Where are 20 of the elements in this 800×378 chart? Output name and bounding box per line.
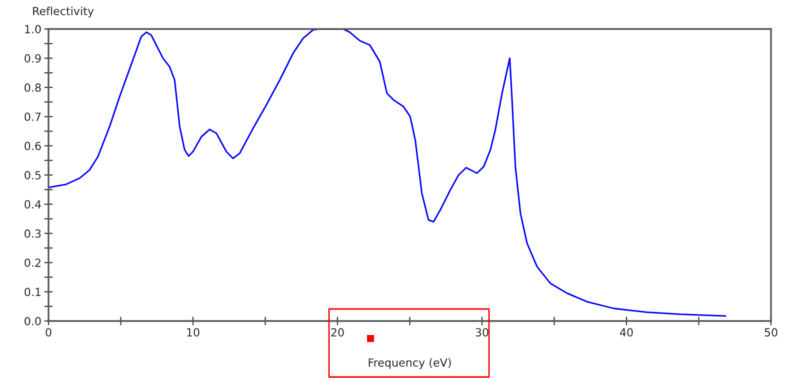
y-tick-label: 0.4 [24, 200, 41, 209]
x-tick-label: 50 [764, 328, 778, 337]
x-tick-label: 20 [331, 328, 344, 337]
y-tick-label: 0.0 [24, 316, 41, 326]
y-tick-label: 0.3 [24, 229, 41, 238]
y-tick-label: 0.8 [24, 83, 41, 92]
y-tick-label: 0.9 [24, 54, 41, 63]
x-tick-label: 30 [476, 328, 488, 337]
y-tick-label: 1.0 [25, 24, 41, 34]
y-tick-label: 0.1 [24, 288, 41, 296]
y-tick-label: 0.6 [24, 142, 41, 150]
y-tick-label: 0.2 [24, 258, 40, 267]
line-series [48, 29, 726, 317]
y-tick-label: 0.7 [24, 112, 41, 121]
x-tick-label: 10 [187, 328, 200, 337]
x-tick-label: 0 [46, 328, 52, 337]
x-tick-label: 40 [620, 328, 633, 337]
y-axis-title: Reflectivity [33, 6, 94, 18]
x-axis-title: Frequency (eV) [368, 358, 451, 369]
y-tick-label: 0.5 [24, 170, 41, 180]
